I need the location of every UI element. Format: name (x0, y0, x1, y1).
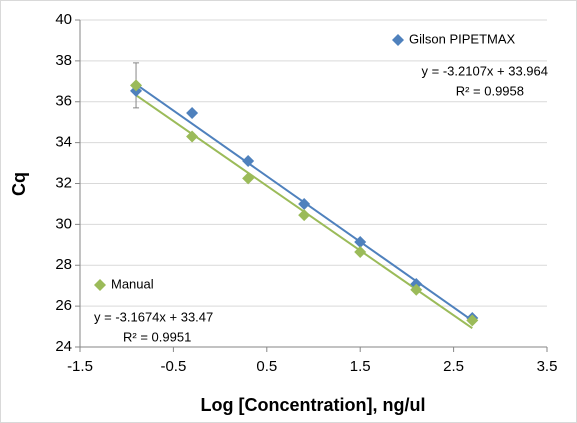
legend-label: Manual (111, 276, 154, 291)
x-tick-label: -1.5 (67, 358, 93, 375)
point (186, 130, 199, 143)
legend-label: Gilson PIPETMAX (409, 31, 516, 46)
y-tick-label: 40 (55, 11, 72, 28)
x-tick-label: 2.5 (443, 358, 464, 375)
trendline-r2: R² = 0.9958 (456, 83, 524, 98)
legend-marker (392, 34, 404, 46)
x-tick-label: -0.5 (160, 358, 186, 375)
point (354, 235, 367, 248)
trendline-equation: y = -3.1674x + 33.47 (94, 309, 213, 324)
x-axis-title: Log [Concentration], ng/ul (201, 395, 426, 415)
trendline-r2: R² = 0.9951 (123, 329, 191, 344)
point (130, 79, 143, 92)
point (298, 197, 311, 210)
point (354, 245, 367, 258)
y-tick-label: 36 (55, 93, 72, 110)
legend-marker (94, 279, 106, 291)
point (466, 314, 479, 327)
point (298, 209, 311, 222)
y-tick-label: 26 (55, 297, 72, 314)
x-tick-label: 3.5 (537, 358, 558, 375)
x-tick-label: 0.5 (256, 358, 277, 375)
point (242, 155, 255, 168)
x-tick-label: 1.5 (350, 358, 371, 375)
point (242, 172, 255, 185)
trendline-equation: y = -3.2107x + 33.964 (422, 63, 548, 78)
point (410, 283, 423, 296)
y-tick-label: 34 (55, 134, 72, 151)
point (186, 106, 199, 119)
y-tick-label: 38 (55, 52, 72, 69)
y-tick-label: 30 (55, 215, 72, 232)
y-tick-label: 24 (55, 338, 72, 355)
y-tick-label: 28 (55, 256, 72, 273)
y-axis-title: Cq (9, 172, 29, 196)
y-tick-label: 32 (55, 174, 72, 191)
